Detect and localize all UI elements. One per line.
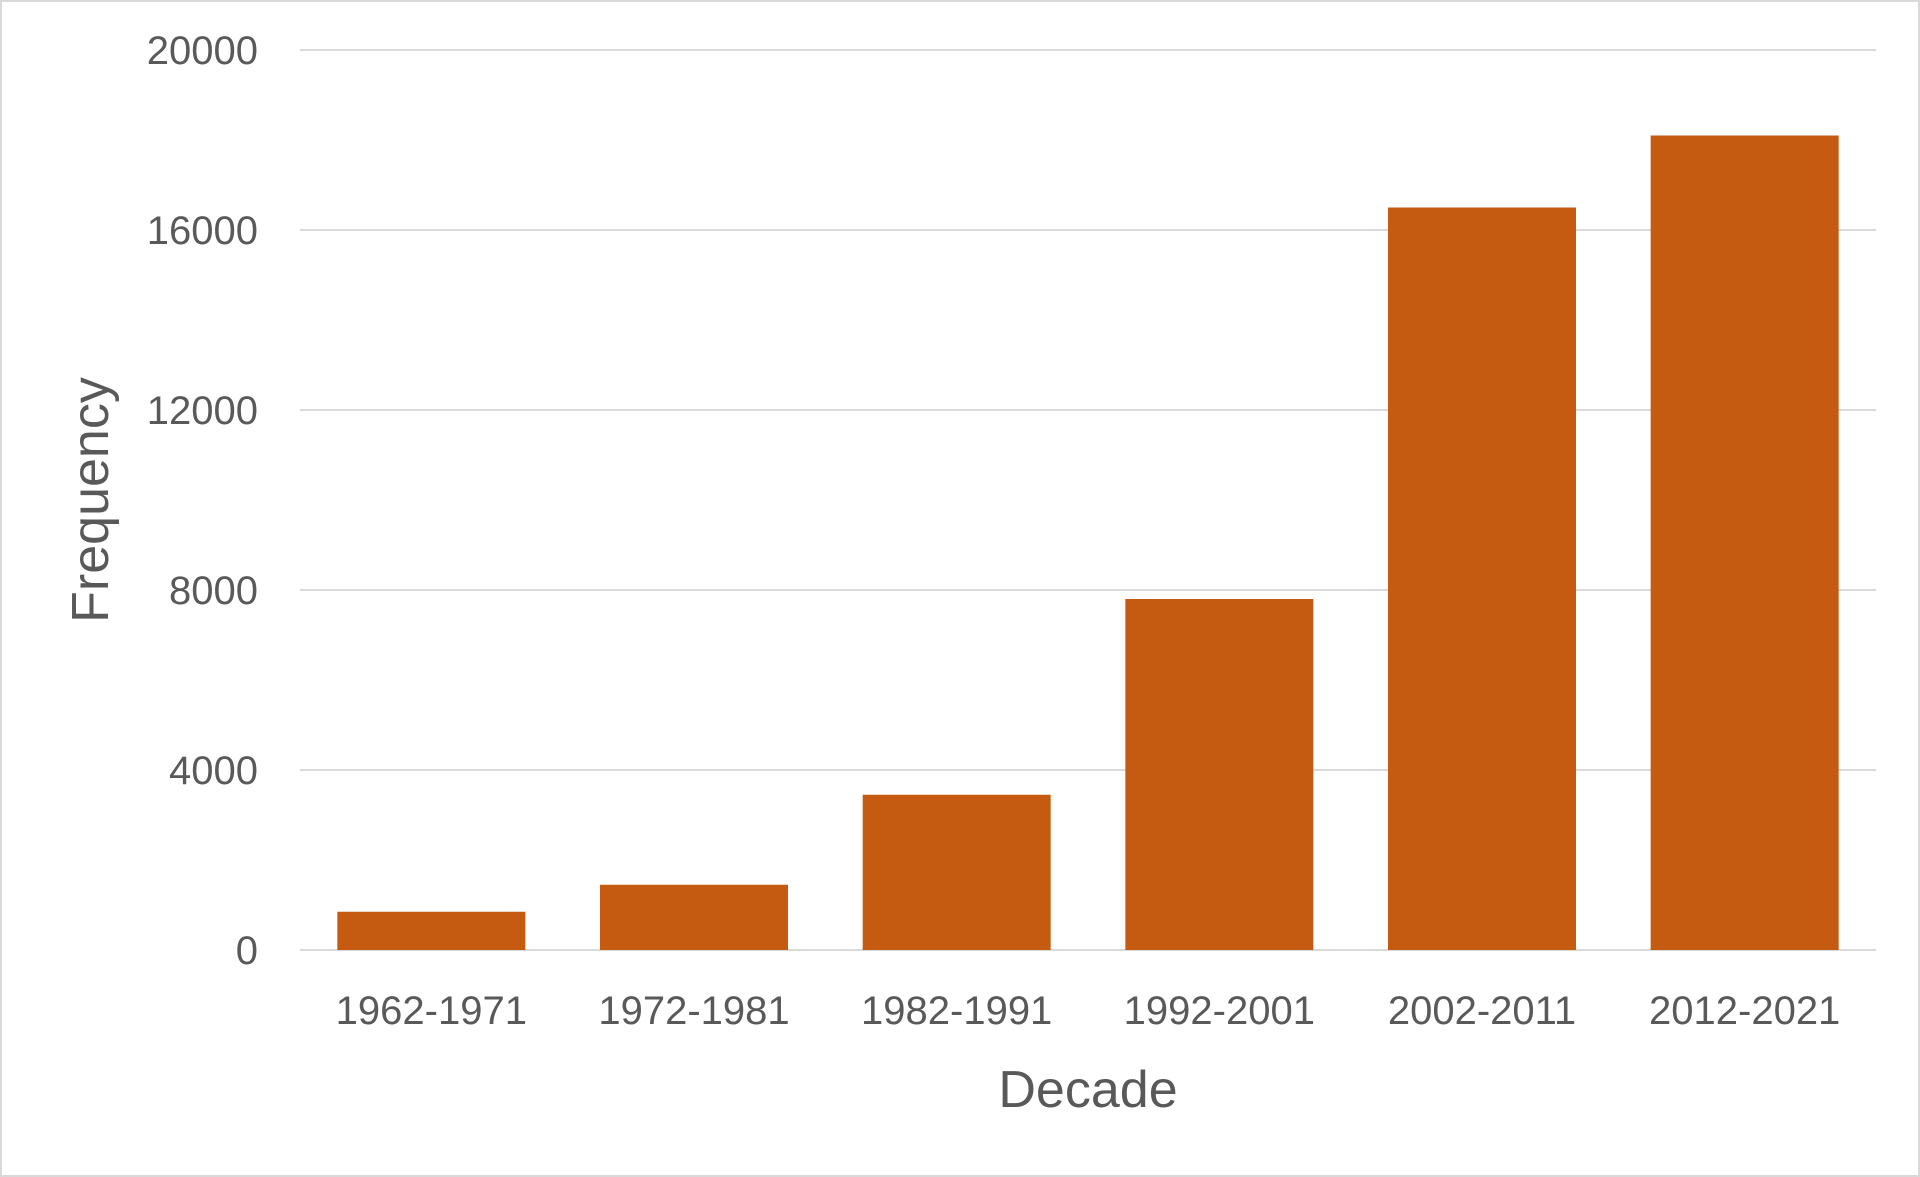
x-tick-label: 1962-1971 [336, 989, 527, 1033]
x-tick-label: 2002-2011 [1388, 989, 1576, 1033]
bars [337, 135, 1839, 950]
y-tick-label: 0 [236, 929, 258, 973]
x-tick-label: 1982-1991 [861, 989, 1052, 1033]
y-tick-labels: 0 4000 8000 12000 16000 20000 [147, 29, 258, 973]
x-axis-title: Decade [998, 1061, 1177, 1119]
y-tick-label: 16000 [147, 209, 258, 253]
y-tick-label: 12000 [147, 389, 258, 433]
y-tick-label: 8000 [169, 569, 258, 613]
bar-1982-1991 [862, 794, 1051, 950]
gridlines [300, 49, 1876, 951]
bar-1992-2001 [1125, 599, 1314, 950]
y-axis-title: Frequency [62, 377, 120, 623]
x-tick-label: 1992-2001 [1124, 989, 1315, 1033]
x-tick-label: 1972-1981 [598, 989, 789, 1033]
x-tick-label: 2012-2021 [1649, 989, 1840, 1033]
y-tick-label: 20000 [147, 29, 258, 73]
bar-2002-2011 [1388, 207, 1576, 950]
bar-1972-1981 [600, 884, 788, 950]
y-tick-label: 4000 [169, 749, 258, 793]
bar-2012-2021 [1650, 135, 1839, 950]
x-tick-labels: 1962-1971 1972-1981 1982-1991 1992-2001 2002… [336, 989, 1841, 1033]
bar-1962-1971 [337, 911, 526, 950]
